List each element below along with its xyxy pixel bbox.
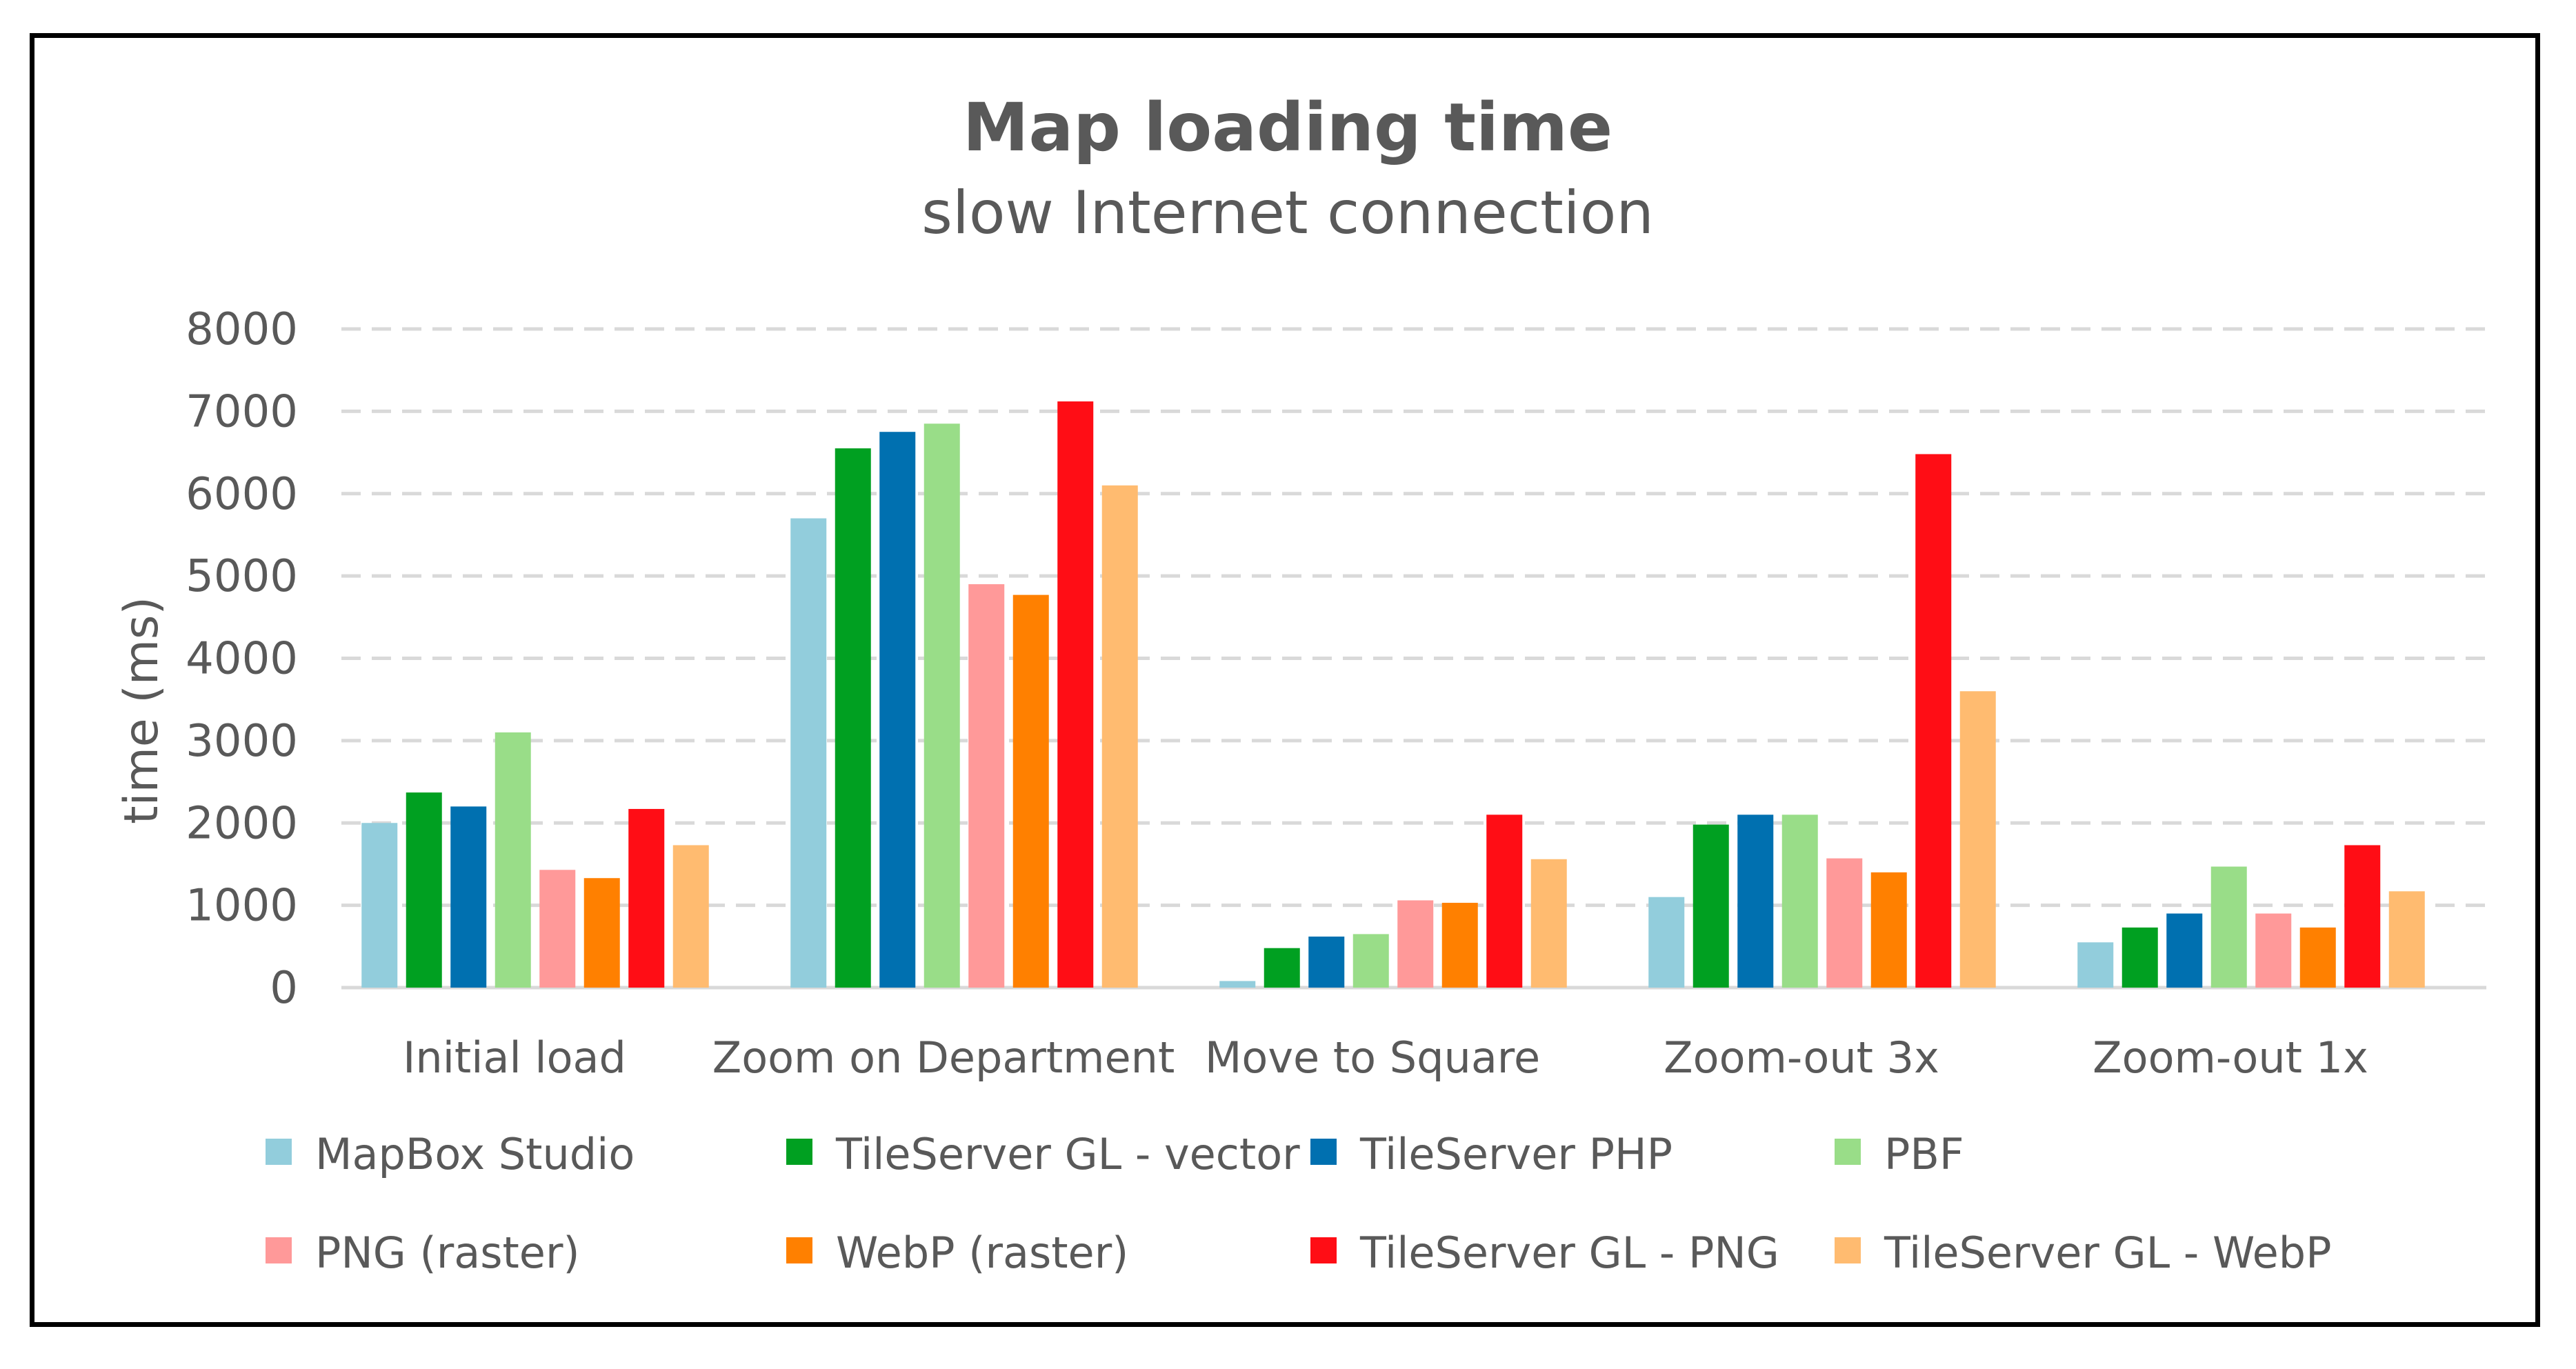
- legend-swatch: [266, 1237, 292, 1263]
- bar-pbf-2: [1352, 934, 1389, 988]
- bar-webp-raster-3: [1870, 872, 1907, 988]
- legend-label: WebP (raster): [836, 1228, 1128, 1278]
- y-tick-label: 0: [270, 963, 298, 1014]
- bar-tileserver-php-4: [2166, 913, 2203, 988]
- bar-png-raster-3: [1826, 858, 1863, 988]
- legend-swatch: [1310, 1237, 1337, 1263]
- bar-pbf-0: [495, 732, 531, 988]
- bar-tileserver-gl-webp-0: [672, 845, 709, 988]
- bar-png-raster-4: [2255, 913, 2292, 988]
- bar-tileserver-php-0: [450, 806, 487, 988]
- bar-webp-raster-2: [1441, 903, 1478, 988]
- bar-tileserver-gl-png-3: [1915, 454, 1952, 988]
- bar-pbf-3: [1781, 815, 1818, 988]
- legend-label: TileServer PHP: [1359, 1129, 1673, 1179]
- bar-tileserver-gl-vector-4: [2121, 927, 2158, 988]
- bar-pbf-1: [923, 423, 960, 988]
- legend-swatch: [786, 1139, 812, 1165]
- bar-webp-raster-4: [2299, 927, 2336, 988]
- bar-mapbox-studio-1: [790, 518, 827, 988]
- x-tick-label: Zoom-out 1x: [2093, 1032, 2368, 1083]
- bar-tileserver-gl-png-4: [2344, 845, 2381, 988]
- bar-png-raster-1: [968, 584, 1005, 988]
- bar-tileserver-php-1: [879, 432, 916, 988]
- bar-mapbox-studio-2: [1219, 981, 1256, 988]
- bar-webp-raster-0: [583, 878, 620, 988]
- legend-label: TileServer GL - PNG: [1359, 1228, 1779, 1278]
- bar-tileserver-gl-webp-1: [1101, 485, 1138, 988]
- x-tick-label: Zoom on Department: [712, 1032, 1175, 1083]
- y-tick-label: 1000: [186, 881, 298, 932]
- bar-tileserver-gl-png-1: [1057, 401, 1094, 988]
- y-tick-label: 5000: [186, 551, 298, 602]
- y-axis-label: time (ms): [114, 597, 169, 824]
- legend-swatch: [786, 1237, 812, 1263]
- bar-mapbox-studio-0: [361, 823, 398, 988]
- legend-label: PNG (raster): [315, 1228, 580, 1278]
- legend-swatch: [1310, 1139, 1337, 1165]
- bar-png-raster-0: [539, 870, 576, 988]
- y-tick-label: 4000: [186, 634, 298, 685]
- legend-label: MapBox Studio: [315, 1129, 635, 1179]
- y-tick-label: 8000: [186, 304, 298, 355]
- legend-label: TileServer GL - vector: [835, 1129, 1300, 1179]
- y-tick-label: 3000: [186, 716, 298, 767]
- bar-mapbox-studio-4: [2077, 942, 2114, 988]
- bar-png-raster-2: [1397, 900, 1434, 988]
- chart-title: Map loading time: [963, 89, 1613, 166]
- chart-frame: [30, 33, 2540, 1327]
- bar-mapbox-studio-3: [1648, 897, 1685, 988]
- bars: [361, 401, 2425, 988]
- bar-tileserver-gl-png-2: [1486, 815, 1523, 988]
- legend-label: TileServer GL - WebP: [1884, 1228, 2332, 1278]
- bar-tileserver-gl-png-0: [628, 808, 665, 988]
- bar-pbf-4: [2210, 866, 2247, 988]
- x-tick-label: Zoom-out 3x: [1664, 1032, 1939, 1083]
- legend-swatch: [1835, 1139, 1861, 1165]
- bar-tileserver-php-2: [1308, 936, 1345, 988]
- bar-webp-raster-1: [1012, 594, 1049, 988]
- bar-tileserver-php-3: [1737, 815, 1774, 988]
- bar-tileserver-gl-vector-1: [835, 448, 871, 988]
- y-axis-ticks: 0 1000 2000 3000 4000 5000 6000 7000 8000: [186, 304, 298, 1014]
- chart-subtitle: slow Internet connection: [921, 179, 1654, 248]
- bar-tileserver-gl-vector-0: [406, 792, 442, 988]
- legend-swatch: [1835, 1237, 1861, 1263]
- y-tick-label: 7000: [186, 386, 298, 437]
- y-tick-label: 6000: [186, 469, 298, 520]
- bar-tileserver-gl-webp-4: [2388, 891, 2425, 988]
- bar-tileserver-gl-webp-2: [1530, 859, 1567, 988]
- x-axis-ticks: Initial load Zoom on Department Move to Sq…: [403, 1032, 2368, 1083]
- bar-tileserver-gl-vector-3: [1693, 824, 1729, 988]
- legend-swatch: [266, 1139, 292, 1165]
- bar-tileserver-gl-webp-3: [1959, 691, 1996, 988]
- x-tick-label: Initial load: [403, 1032, 626, 1083]
- legend-label: PBF: [1884, 1129, 1964, 1179]
- x-tick-label: Move to Square: [1205, 1032, 1540, 1083]
- y-tick-label: 2000: [186, 798, 298, 849]
- bar-tileserver-gl-vector-2: [1264, 948, 1300, 988]
- legend: MapBox Studio TileServer GL - vector TileS…: [266, 1129, 2332, 1278]
